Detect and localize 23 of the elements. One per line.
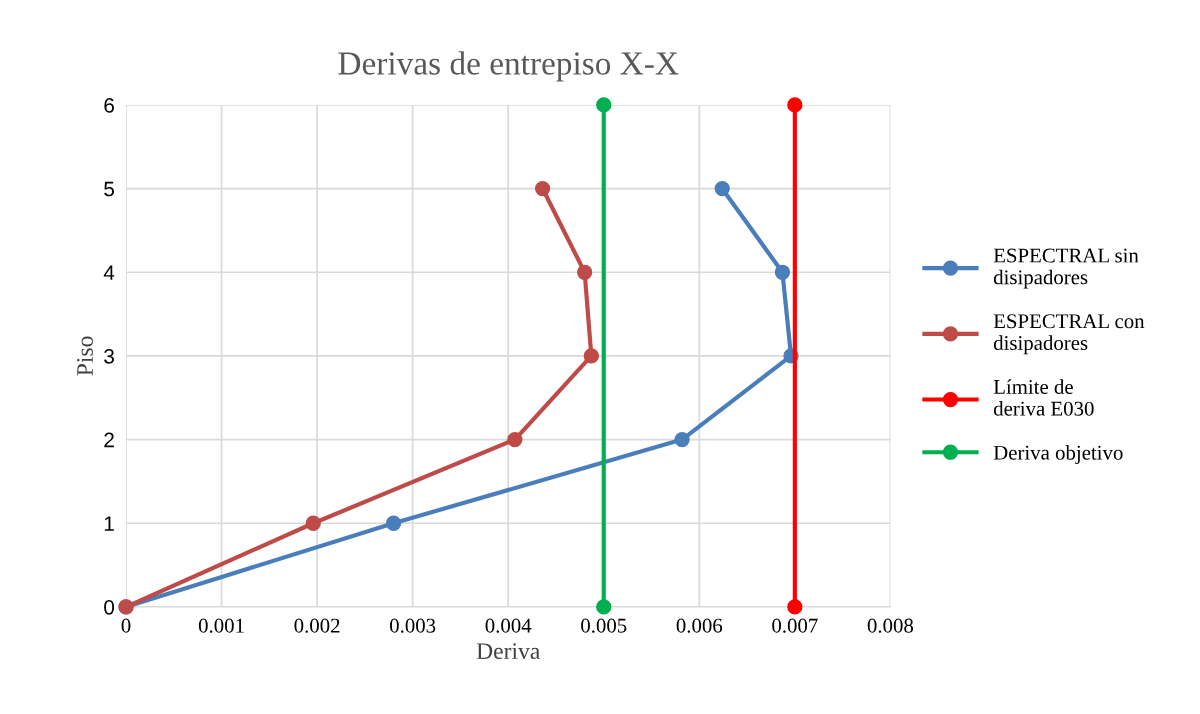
legend-label: ESPECTRAL con disipadores [993,314,1145,355]
x-tick-label: 0.005 [581,618,627,633]
y-tick-label: 6 [104,97,114,113]
x-tick-label: 0.001 [198,618,244,633]
x-tick-label: 0.007 [772,618,818,633]
y-axis-title: Piso [77,336,93,376]
y-tick-label: 2 [104,432,114,448]
y-tick-label: 0 [104,599,115,615]
x-tick-label: 0.004 [485,618,532,633]
x-tick-label: 0.008 [867,618,914,633]
legend-label: ESPECTRAL sin disipadores [993,248,1139,289]
y-tick-label: 5 [104,181,115,197]
x-tick-label: 0.002 [294,618,340,633]
y-tick-label: 1 [104,516,114,531]
x-tick-label: 0 [121,618,131,633]
x-tick-label: 0.003 [390,618,436,633]
chart-title: Derivas de entrepiso X-X [338,51,679,82]
y-tick-label: 3 [104,348,114,364]
legend-label: Deriva objetivo [993,445,1123,464]
x-tick-label: 0.006 [676,618,723,633]
y-tick-label: 4 [103,265,115,280]
legend-label: Límite de deriva E030 [993,379,1094,416]
x-axis-title: Deriva [476,643,540,660]
